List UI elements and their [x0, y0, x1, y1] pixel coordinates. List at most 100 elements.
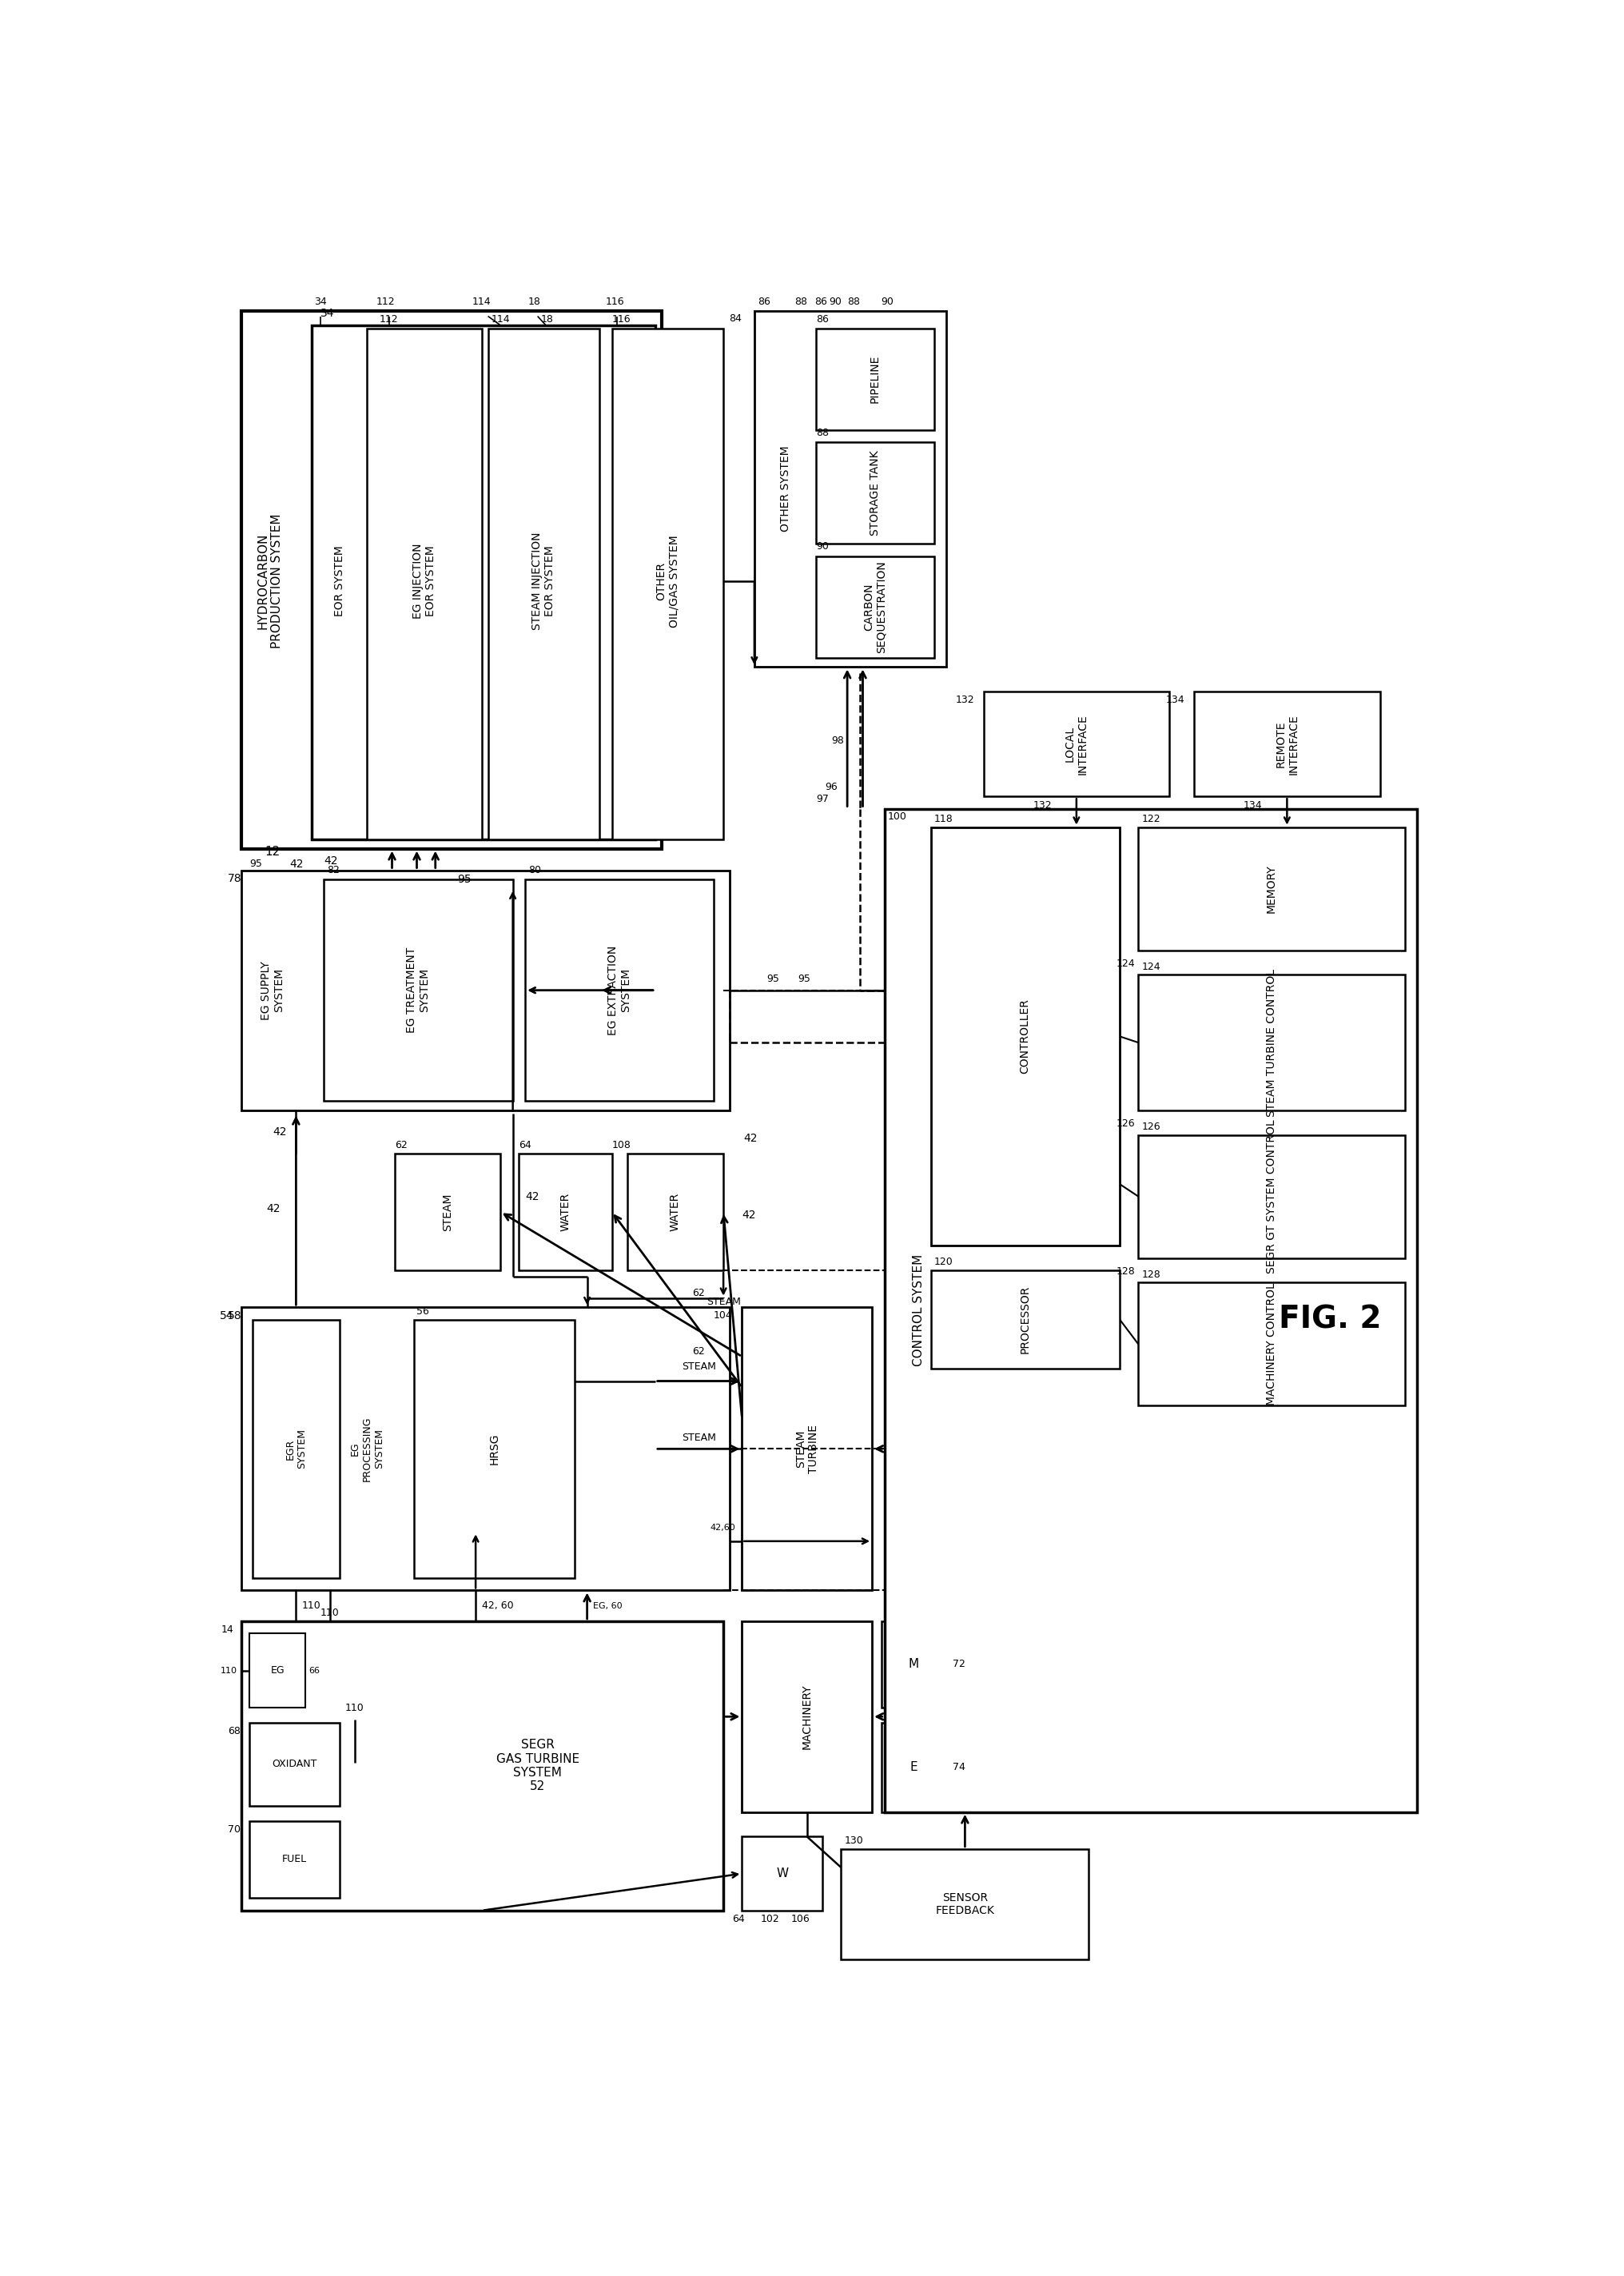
- Text: MEMORY: MEMORY: [1265, 865, 1276, 913]
- Bar: [627, 1154, 723, 1270]
- Text: STEAM: STEAM: [442, 1193, 453, 1231]
- Text: REMOTE
INTERFACE: REMOTE INTERFACE: [1275, 715, 1299, 774]
- Bar: [983, 692, 1169, 797]
- Bar: [742, 1306, 872, 1591]
- Text: 95: 95: [767, 974, 780, 983]
- Text: 42: 42: [742, 1209, 755, 1220]
- Text: 12: 12: [265, 847, 281, 858]
- Text: 132: 132: [955, 694, 974, 706]
- Text: 132: 132: [1033, 801, 1051, 810]
- Text: STEAM: STEAM: [706, 1297, 741, 1306]
- Bar: [242, 869, 729, 1111]
- Bar: [1138, 1284, 1405, 1407]
- Text: 62: 62: [692, 1345, 705, 1356]
- Bar: [242, 1621, 723, 1910]
- Text: MACHINERY CONTROL: MACHINERY CONTROL: [1265, 1284, 1276, 1407]
- Bar: [250, 1821, 339, 1898]
- Text: 42: 42: [525, 1190, 539, 1202]
- Text: 98: 98: [831, 735, 844, 747]
- Text: STEAM TURBINE CONTROL: STEAM TURBINE CONTROL: [1265, 970, 1276, 1118]
- Text: 112: 112: [377, 296, 395, 307]
- Text: 114: 114: [473, 296, 490, 307]
- Text: 18: 18: [541, 314, 554, 323]
- Text: 34: 34: [320, 307, 335, 319]
- Bar: [242, 1306, 729, 1591]
- Bar: [1138, 974, 1405, 1111]
- Text: 124: 124: [1142, 960, 1160, 972]
- Text: 14: 14: [221, 1625, 234, 1634]
- Bar: [250, 1723, 339, 1805]
- Text: STORAGE TANK: STORAGE TANK: [869, 451, 880, 535]
- Bar: [880, 1621, 945, 1707]
- Text: 64: 64: [518, 1140, 531, 1149]
- Text: 95: 95: [248, 858, 261, 869]
- Bar: [931, 826, 1119, 1245]
- Text: 97: 97: [815, 794, 828, 806]
- Text: SEGR
GAS TURBINE
SYSTEM
52: SEGR GAS TURBINE SYSTEM 52: [495, 1739, 578, 1793]
- Text: EOR SYSTEM: EOR SYSTEM: [333, 546, 344, 617]
- Text: 95: 95: [456, 874, 471, 885]
- Bar: [1194, 692, 1379, 797]
- Text: CONTROL SYSTEM: CONTROL SYSTEM: [913, 1254, 924, 1366]
- Text: 116: 116: [606, 296, 624, 307]
- Text: 66: 66: [309, 1666, 320, 1675]
- Text: FIG. 2: FIG. 2: [1278, 1304, 1380, 1334]
- Bar: [742, 1837, 822, 1910]
- Bar: [880, 1723, 945, 1812]
- Text: WATER: WATER: [560, 1193, 570, 1231]
- Text: 120: 120: [934, 1256, 953, 1268]
- Text: HRSG: HRSG: [489, 1434, 500, 1466]
- Text: 96: 96: [825, 783, 838, 792]
- Text: SENSOR
FEEDBACK: SENSOR FEEDBACK: [935, 1891, 994, 1916]
- Text: 86: 86: [814, 296, 827, 307]
- Text: 86: 86: [757, 296, 770, 307]
- Bar: [931, 1270, 1119, 1368]
- Text: OTHER SYSTEM: OTHER SYSTEM: [780, 446, 791, 533]
- Text: EG EXTRACTION
SYSTEM: EG EXTRACTION SYSTEM: [607, 945, 632, 1036]
- Bar: [754, 312, 945, 667]
- Text: 88: 88: [815, 428, 828, 437]
- Text: 108: 108: [612, 1140, 630, 1149]
- Bar: [815, 442, 934, 544]
- Text: 130: 130: [844, 1834, 862, 1846]
- Text: 62: 62: [395, 1140, 408, 1149]
- Text: EGR
SYSTEM: EGR SYSTEM: [284, 1429, 307, 1468]
- Bar: [367, 328, 482, 840]
- Text: 82: 82: [326, 865, 339, 876]
- Text: 134: 134: [1166, 694, 1184, 706]
- Text: 62: 62: [692, 1288, 705, 1297]
- Text: 68: 68: [227, 1725, 240, 1737]
- Text: 74: 74: [952, 1762, 965, 1773]
- Text: 58: 58: [227, 1311, 242, 1322]
- Text: 128: 128: [1142, 1270, 1160, 1279]
- Bar: [414, 1320, 575, 1577]
- Text: OXIDANT: OXIDANT: [271, 1759, 317, 1768]
- Text: 90: 90: [880, 296, 893, 307]
- Text: 124: 124: [1116, 958, 1135, 970]
- Text: EG, 60: EG, 60: [593, 1602, 622, 1609]
- Text: 95: 95: [797, 974, 810, 983]
- Text: 56: 56: [417, 1306, 429, 1316]
- Text: 114: 114: [490, 314, 510, 323]
- Text: 42: 42: [323, 856, 338, 867]
- Text: 86: 86: [815, 314, 828, 323]
- Text: EG INJECTION
EOR SYSTEM: EG INJECTION EOR SYSTEM: [412, 544, 437, 619]
- Text: 100: 100: [887, 813, 906, 822]
- Bar: [242, 312, 661, 849]
- Text: CONTROLLER: CONTROLLER: [1018, 999, 1030, 1074]
- Text: M: M: [908, 1659, 918, 1671]
- Text: 122: 122: [1142, 813, 1160, 824]
- Text: 42: 42: [273, 1127, 286, 1138]
- Text: 118: 118: [934, 813, 953, 824]
- Text: 34: 34: [313, 296, 326, 307]
- Text: 54: 54: [219, 1311, 234, 1322]
- Text: 18: 18: [528, 296, 541, 307]
- Bar: [487, 328, 599, 840]
- Text: 84: 84: [729, 314, 742, 323]
- Text: LOCAL
INTERFACE: LOCAL INTERFACE: [1064, 715, 1088, 774]
- Text: 42, 60: 42, 60: [482, 1600, 513, 1611]
- Bar: [1138, 1136, 1405, 1259]
- Text: PROCESSOR: PROCESSOR: [1018, 1286, 1030, 1354]
- Text: EG SUPPLY
SYSTEM: EG SUPPLY SYSTEM: [260, 960, 284, 1020]
- Bar: [883, 808, 1416, 1812]
